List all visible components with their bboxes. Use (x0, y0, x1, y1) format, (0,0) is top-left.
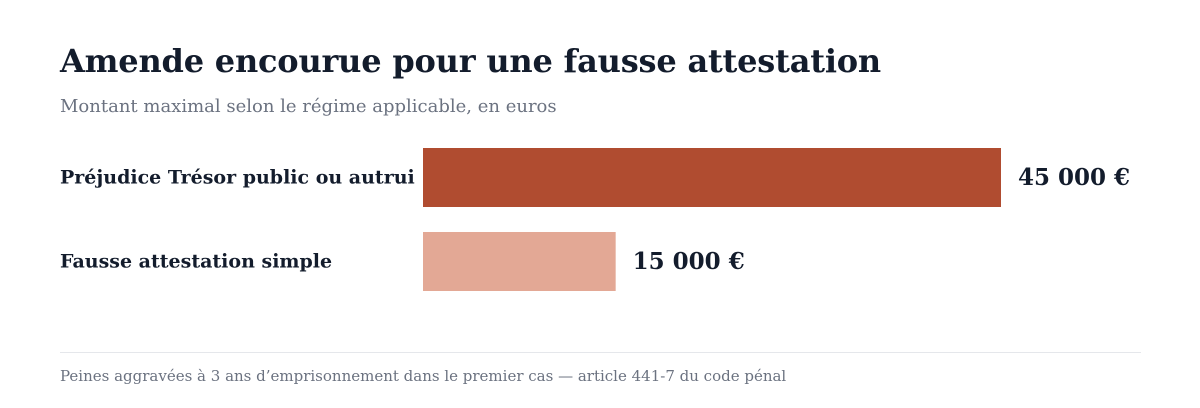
value-label: 15 000 € (633, 248, 745, 275)
bar (423, 232, 616, 291)
category-label: Fausse attestation simple (60, 251, 332, 273)
chart-footnote: Peines aggravées à 3 ans d’emprisonnemen… (60, 367, 787, 385)
bar-chart: Préjudice Trésor public ou autrui 45 000 … (60, 148, 1130, 291)
value-label: 45 000 € (1018, 164, 1130, 191)
chart-subtitle: Montant maximal selon le régime applicab… (60, 96, 557, 117)
footer-divider (60, 352, 1141, 353)
bar (423, 148, 1001, 207)
category-label: Préjudice Trésor public ou autrui (60, 167, 415, 189)
chart-title: Amende encourue pour une fausse attestat… (60, 42, 881, 80)
